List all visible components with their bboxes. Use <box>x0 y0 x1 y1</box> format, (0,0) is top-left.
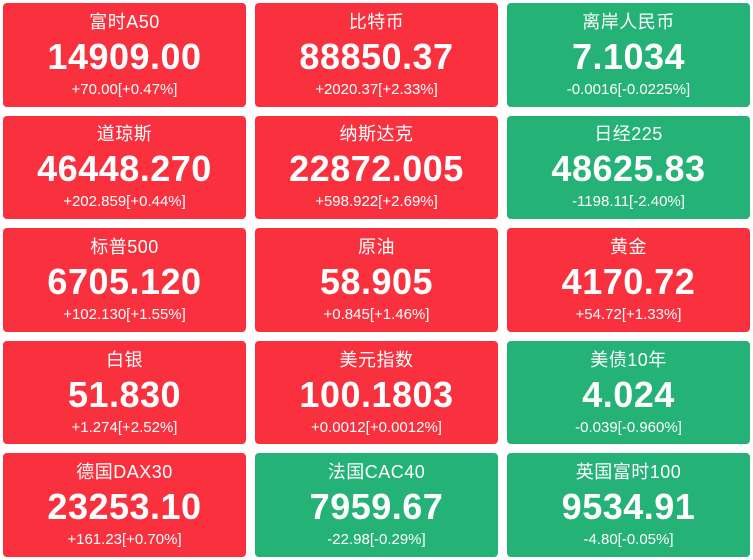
price-change: -0.0016[-0.0225%] <box>566 80 691 98</box>
price-change: +161.23[+0.70%] <box>67 531 182 549</box>
price-change: -0.039[-0.960%] <box>575 418 682 436</box>
quote-tile[interactable]: 纳斯达克 22872.005 +598.922[+2.69%] <box>255 115 498 220</box>
quote-tile[interactable]: 比特币 88850.37 +2020.37[+2.33%] <box>255 3 498 107</box>
price-value: 88850.37 <box>299 35 454 77</box>
quote-tile[interactable]: 德国DAX30 23253.10 +161.23[+0.70%] <box>3 453 246 557</box>
instrument-name: 黄金 <box>610 236 647 257</box>
price-change: +2020.37[+2.33%] <box>315 80 438 98</box>
price-value: 48625.83 <box>551 148 706 190</box>
instrument-name: 德国DAX30 <box>76 462 173 483</box>
price-value: 14909.00 <box>47 35 202 77</box>
instrument-name: 标普500 <box>90 236 159 257</box>
quote-tile[interactable]: 离岸人民币 7.1034 -0.0016[-0.0225%] <box>507 3 750 107</box>
instrument-name: 纳斯达克 <box>339 124 414 145</box>
price-change: -1198.11[-2.40%] <box>572 193 685 211</box>
quote-tile[interactable]: 标普500 6705.120 +102.130[+1.55%] <box>3 228 246 332</box>
quote-tile[interactable]: 黄金 4170.72 +54.72[+1.33%] <box>507 228 750 332</box>
price-change: +70.00[+0.47%] <box>71 80 178 98</box>
quote-tile[interactable]: 美债10年 4.024 -0.039[-0.960%] <box>507 340 750 445</box>
price-value: 4170.72 <box>561 260 696 302</box>
instrument-name: 比特币 <box>348 11 405 32</box>
quote-tile[interactable]: 道琼斯 46448.270 +202.859[+0.44%] <box>3 115 246 220</box>
price-change: +102.130[+1.55%] <box>63 305 186 323</box>
price-value: 7959.67 <box>309 486 444 528</box>
price-value: 51.830 <box>67 373 182 415</box>
quote-tile[interactable]: 英国富时100 9534.91 -4.80[-0.05%] <box>507 453 750 557</box>
quote-tile[interactable]: 美元指数 100.1803 +0.0012[+0.0012%] <box>255 340 498 445</box>
price-value: 7.1034 <box>571 35 686 77</box>
price-value: 23253.10 <box>47 486 202 528</box>
price-value: 58.905 <box>319 260 434 302</box>
quote-tile[interactable]: 白银 51.830 +1.274[+2.52%] <box>3 340 246 445</box>
instrument-name: 原油 <box>358 236 395 257</box>
quote-tile[interactable]: 日经225 48625.83 -1198.11[-2.40%] <box>507 115 750 220</box>
instrument-name: 法国CAC40 <box>327 462 426 483</box>
price-change: +202.859[+0.44%] <box>63 193 186 211</box>
instrument-name: 富时A50 <box>89 11 160 32</box>
instrument-name: 英国富时100 <box>575 462 682 483</box>
price-change: -4.80[-0.05%] <box>583 531 674 549</box>
instrument-name: 日经225 <box>594 124 663 145</box>
instrument-name: 白银 <box>106 349 143 370</box>
price-value: 4.024 <box>582 373 675 415</box>
price-value: 100.1803 <box>299 373 454 415</box>
quote-tile[interactable]: 富时A50 14909.00 +70.00[+0.47%] <box>3 3 246 107</box>
price-change: +0.0012[+0.0012%] <box>311 418 442 436</box>
price-value: 9534.91 <box>561 486 696 528</box>
instrument-name: 离岸人民币 <box>582 11 675 32</box>
price-value: 22872.005 <box>289 148 464 190</box>
price-change: +0.845[+1.46%] <box>323 305 430 323</box>
price-value: 46448.270 <box>37 148 212 190</box>
quote-tile[interactable]: 法国CAC40 7959.67 -22.98[-0.29%] <box>255 453 498 557</box>
price-change: -22.98[-0.29%] <box>327 531 426 549</box>
instrument-name: 美元指数 <box>339 349 414 370</box>
price-change: +54.72[+1.33%] <box>575 305 682 323</box>
price-change: +1.274[+2.52%] <box>71 418 178 436</box>
instrument-name: 美债10年 <box>590 349 667 370</box>
quote-tile[interactable]: 原油 58.905 +0.845[+1.46%] <box>255 228 498 332</box>
price-change: +598.922[+2.69%] <box>315 193 438 211</box>
instrument-name: 道琼斯 <box>96 124 153 145</box>
price-value: 6705.120 <box>47 260 202 302</box>
